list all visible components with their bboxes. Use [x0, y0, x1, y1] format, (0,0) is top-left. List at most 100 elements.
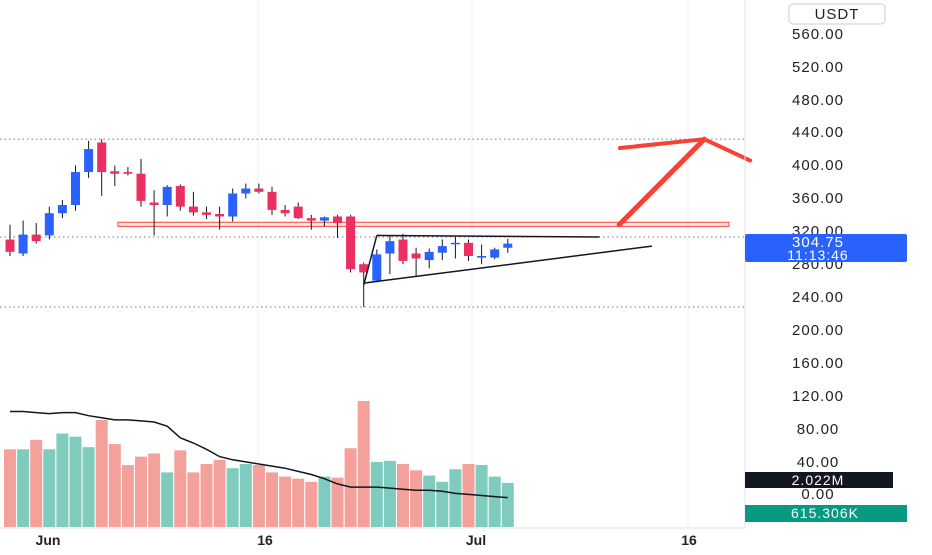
candle-body: [202, 212, 211, 215]
projection-arrow-shaft: [616, 136, 707, 228]
triangle-upper-trendline: [376, 234, 600, 238]
price-tick: 120.00: [792, 388, 844, 405]
price-tick: 520.00: [792, 59, 844, 76]
candle-body: [267, 191, 277, 210]
price-tick: 200.00: [792, 322, 844, 339]
candle-body: [123, 172, 133, 174]
candles: [5, 139, 513, 307]
candle-body: [44, 213, 54, 236]
volume-bar: [17, 449, 30, 527]
candle-body: [503, 243, 513, 248]
volume-bar: [213, 459, 226, 527]
candle-body: [385, 241, 395, 254]
volume-bar: [370, 461, 383, 527]
candle-body: [162, 186, 172, 205]
candle-body: [188, 206, 198, 213]
volume-bar: [357, 401, 370, 527]
volume-bar: [383, 460, 396, 527]
candle-body: [477, 255, 487, 258]
candle-body: [346, 216, 356, 270]
candle-body: [254, 188, 264, 192]
volume-bar: [30, 439, 43, 527]
volume-bar: [239, 464, 252, 527]
price-tick: 0.00: [801, 486, 834, 503]
candle-body: [215, 214, 225, 217]
volume-value: 615.306K: [791, 505, 859, 521]
time-tick: Jul: [466, 532, 486, 548]
volume-bar: [397, 464, 409, 527]
candle-body: [464, 242, 473, 256]
triangle-lower-trendline: [363, 245, 652, 284]
candle-body: [424, 251, 434, 261]
currency-badge[interactable]: [788, 3, 886, 25]
price-tick: 240.00: [792, 289, 844, 306]
candle-body: [437, 246, 447, 253]
candle-body: [149, 202, 159, 205]
candle-body: [333, 216, 342, 224]
candle-body: [71, 172, 80, 205]
projection-arrowhead-left: [618, 137, 707, 150]
volume-bar: [331, 477, 344, 527]
volume-bar: [488, 476, 501, 527]
volume-moving-average-line: [10, 410, 508, 499]
volume-bar: [200, 464, 213, 527]
price-tick: 400.00: [792, 157, 844, 174]
candle-body: [490, 249, 500, 258]
candle-body: [319, 217, 329, 221]
volume-bar: [174, 450, 187, 527]
volume-badge: [745, 505, 907, 522]
time-tick: 16: [681, 532, 697, 548]
price-tick: 560.00: [792, 26, 844, 43]
candle-body: [411, 253, 421, 259]
candle-body: [31, 234, 41, 242]
volume-bar: [95, 419, 108, 527]
volume-bar: [82, 447, 95, 527]
volume-bar: [292, 478, 305, 527]
volume-bar: [4, 449, 16, 527]
volume-bar: [305, 481, 318, 527]
volume-bars: [4, 401, 514, 527]
volume-bar: [410, 470, 423, 527]
candle-body: [280, 209, 290, 214]
price-tick: 40.00: [797, 454, 840, 471]
volume-bar: [279, 476, 292, 527]
volume-bar: [187, 472, 200, 527]
price-tick: 360.00: [792, 190, 844, 207]
volume-bar: [69, 436, 82, 527]
candle-body: [359, 264, 369, 273]
volume-bar: [148, 453, 161, 527]
candle-body: [293, 206, 303, 219]
candle-countdown: 11:13:46: [787, 247, 848, 263]
time-tick: Jun: [36, 532, 61, 548]
candle-body: [18, 234, 28, 254]
candle-body: [110, 171, 120, 174]
candle-body: [57, 204, 67, 214]
candle-body: [306, 218, 316, 221]
volume-ma-badge: [745, 472, 893, 488]
projection-arrowhead-right: [702, 137, 753, 163]
volume-bar: [56, 433, 69, 527]
volume-bar: [252, 465, 265, 527]
last-price-value: 304.75: [792, 234, 844, 251]
volume-ma-value: 2.022M: [792, 472, 845, 488]
volume-bar: [318, 476, 331, 527]
volume-bar: [501, 482, 514, 527]
candle-body: [372, 254, 382, 281]
time-tick: 16: [257, 532, 273, 548]
candle-body: [136, 173, 146, 201]
candle-body: [84, 149, 94, 173]
price-tick: 80.00: [797, 421, 840, 438]
volume-bar: [266, 472, 278, 527]
price-tick: 440.00: [792, 124, 844, 141]
trend-drawings: [362, 136, 753, 286]
price-tick: 480.00: [792, 92, 844, 109]
volume-bar: [462, 464, 475, 527]
candle-body: [450, 242, 460, 245]
candle-body: [97, 142, 107, 173]
volume-bar: [423, 475, 436, 527]
volume-bar: [436, 481, 449, 527]
resistance-zone: [117, 221, 730, 227]
last-price-badge: [745, 234, 907, 262]
